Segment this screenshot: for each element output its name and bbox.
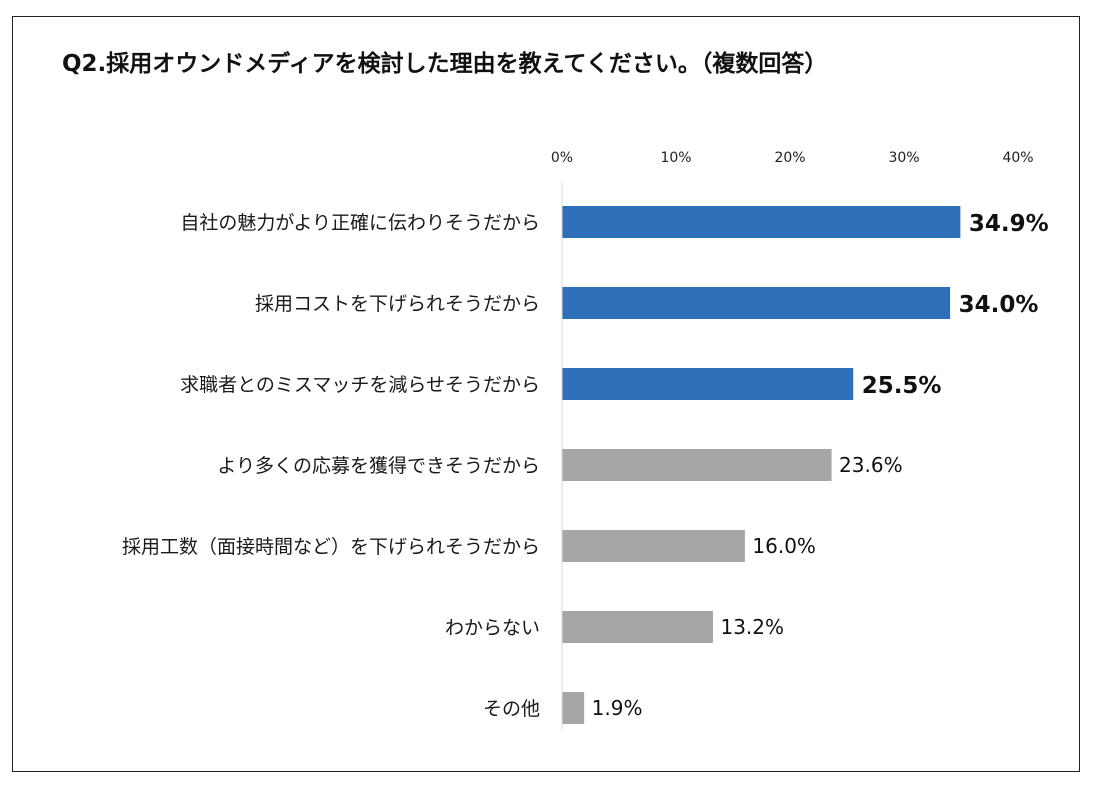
bar [562,692,585,724]
category-label: 自社の魅力がより正確に伝わりそうだから [180,212,540,234]
chart-frame [12,16,1080,772]
value-label: 34.9% [969,211,1049,237]
bar [562,611,713,643]
category-label: より多くの応募を獲得できそうだから [217,455,540,477]
x-tick-label: 20% [774,150,805,166]
value-label: 1.9% [592,696,643,720]
category-label: 求職者とのミスマッチを減らせそうだから [180,374,540,396]
category-label: わからない [445,617,540,639]
x-tick-label: 0% [551,150,573,166]
category-label: 採用コストを下げられそうだから [255,293,540,315]
value-label: 25.5% [862,373,942,399]
bar [562,449,832,481]
category-label: その他 [483,698,540,720]
chart-title: Q2.採用オウンドメディアを検討した理由を教えてください。（複数回答） [62,51,828,77]
value-label: 13.2% [720,615,784,639]
value-label: 23.6% [839,453,903,477]
bar [562,368,854,400]
value-label: 34.0% [959,292,1039,318]
bar [562,530,745,562]
bar [562,287,951,319]
category-label: 採用工数（面接時間など）を下げられそうだから [122,536,540,558]
x-tick-label: 10% [660,150,691,166]
x-tick-label: 30% [888,150,919,166]
bar [562,206,961,238]
value-label: 16.0% [752,534,816,558]
x-tick-label: 40% [1002,150,1033,166]
